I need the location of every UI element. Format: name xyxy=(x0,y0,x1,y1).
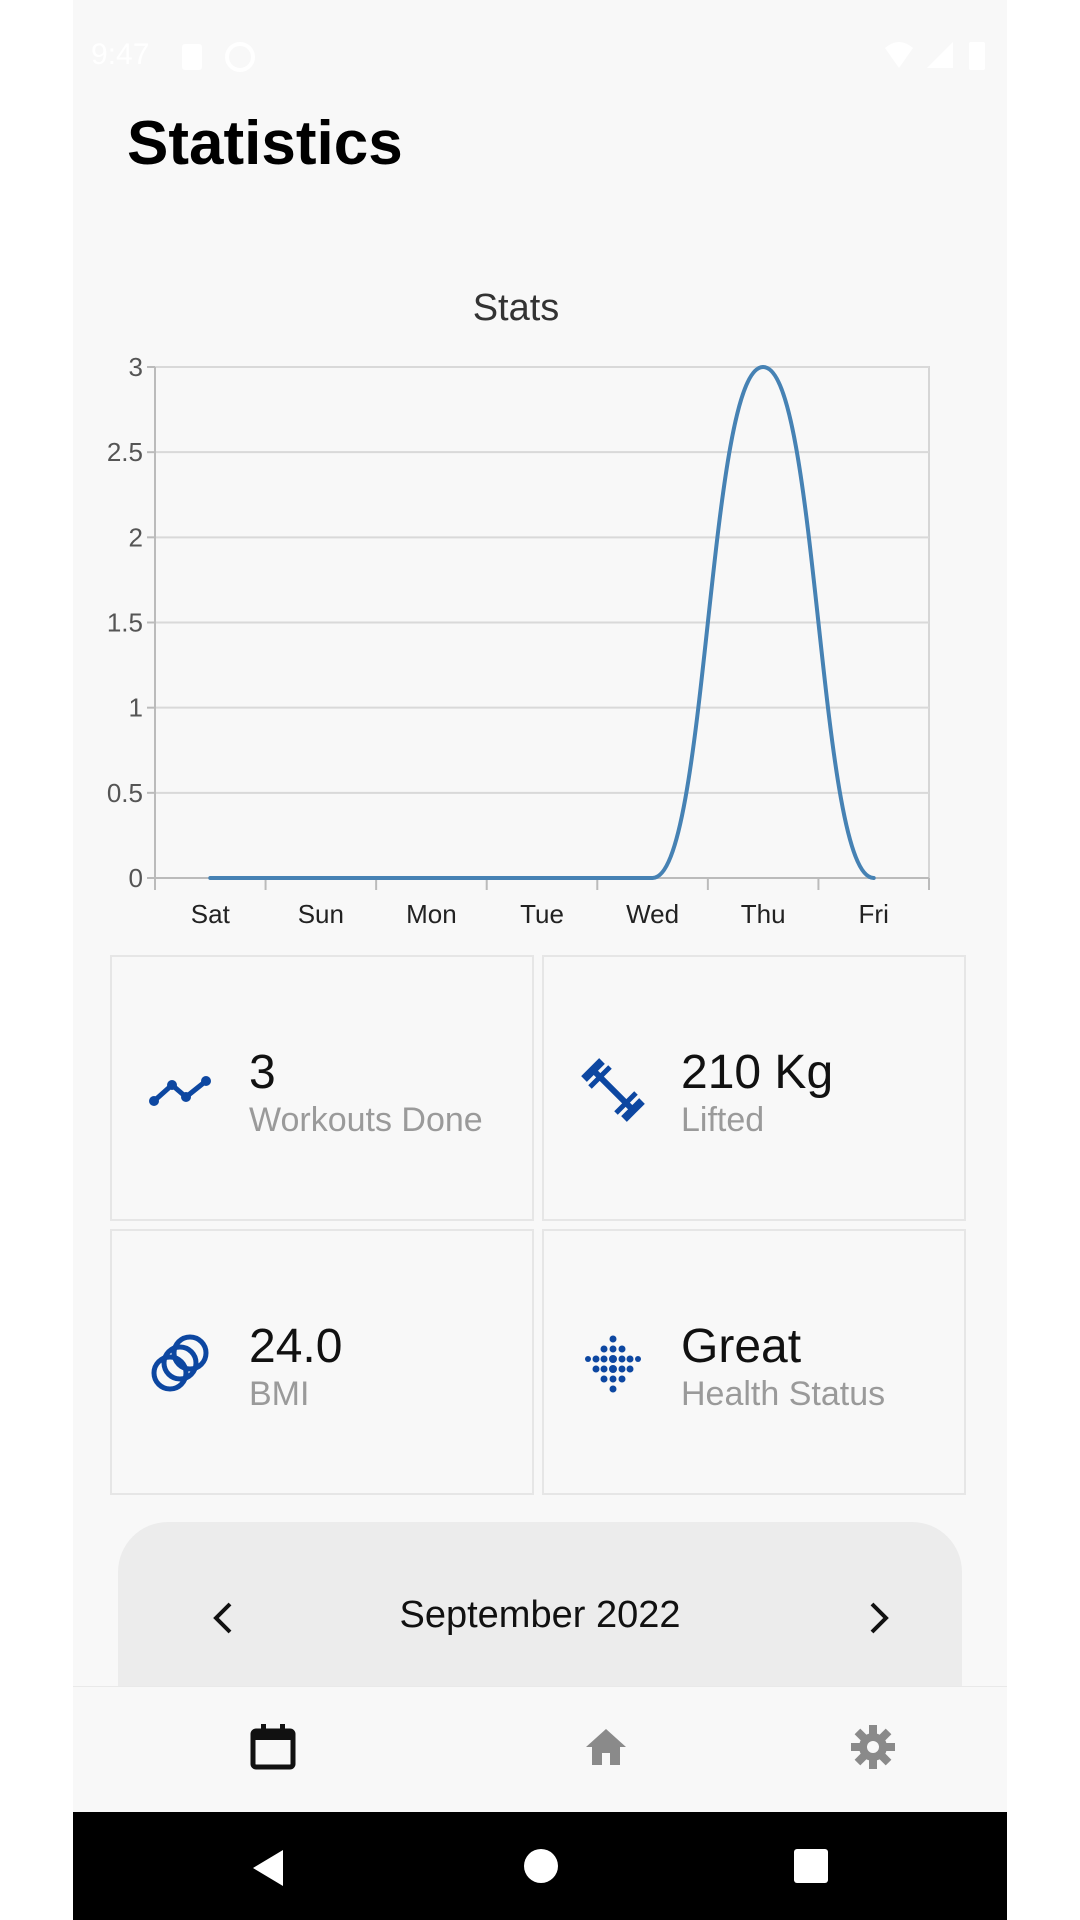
stats-grid: 3 Workouts Done 210 Kg Lifted 24.0 BMI xyxy=(110,955,970,1499)
stat-value: 24.0 xyxy=(249,1320,343,1373)
notification-icons xyxy=(182,42,255,72)
x-tick-label: Thu xyxy=(741,899,786,929)
dots-heart-icon xyxy=(585,1335,641,1393)
next-month-button[interactable] xyxy=(858,1598,898,1638)
stat-label: BMI xyxy=(249,1375,310,1413)
rings-icon xyxy=(151,1334,209,1392)
data-point xyxy=(872,876,876,880)
series-line xyxy=(208,364,876,881)
y-tick-label: 3 xyxy=(129,352,143,382)
stat-card-lifted[interactable]: 210 Kg Lifted xyxy=(542,955,966,1221)
x-tick-label: Fri xyxy=(859,899,889,929)
data-point xyxy=(319,876,323,880)
stat-value: 210 Kg xyxy=(681,1046,834,1099)
calendar-icon[interactable] xyxy=(247,1721,299,1773)
stat-card-health[interactable]: Great Health Status xyxy=(542,1229,966,1495)
trend-line-icon xyxy=(149,1076,211,1106)
stat-label: Lifted xyxy=(681,1101,765,1139)
gear-icon[interactable] xyxy=(847,1721,899,1773)
back-button[interactable] xyxy=(249,1848,289,1888)
stat-label: Workouts Done xyxy=(249,1101,483,1139)
data-point xyxy=(540,876,544,880)
prev-month-button[interactable] xyxy=(204,1598,244,1638)
system-navigation-bar xyxy=(73,1812,1007,1920)
y-tick-label: 0 xyxy=(129,863,143,893)
stat-label: Health Status xyxy=(681,1375,886,1413)
page-title: Statistics xyxy=(127,109,403,178)
stat-value: Great xyxy=(681,1320,802,1373)
data-point xyxy=(208,876,212,880)
dumbbell-icon xyxy=(581,1058,645,1122)
battery-icon xyxy=(969,42,985,70)
x-tick-label: Sun xyxy=(298,899,344,929)
y-tick-label: 0.5 xyxy=(107,778,143,808)
wifi-icon xyxy=(885,42,913,68)
x-tick-label: Wed xyxy=(626,899,679,929)
system-status-icons xyxy=(885,42,985,70)
x-tick-label: Tue xyxy=(520,899,564,929)
sd-card-icon xyxy=(182,44,202,70)
x-tick-label: Sat xyxy=(191,899,231,929)
chart-title: Stats xyxy=(473,290,560,329)
y-tick-label: 2.5 xyxy=(107,437,143,467)
month-label: September 2022 xyxy=(399,1594,681,1636)
bottom-navigation xyxy=(73,1686,1007,1813)
app-screen: 9:47 Statistics Stats 0 0.5 1 1.5 2 2.5 3 Sat Su… xyxy=(73,0,1007,1920)
y-tick-label: 1 xyxy=(129,693,143,723)
home-button[interactable] xyxy=(523,1848,559,1884)
data-point xyxy=(429,876,433,880)
status-time: 9:47 xyxy=(91,38,150,71)
data-point xyxy=(761,365,765,369)
stats-chart: Stats 0 0.5 1 1.5 2 2.5 3 Sat Sun Mon Tue Wed Thu Fri xyxy=(73,287,1007,940)
sync-icon xyxy=(225,42,255,72)
signal-icon xyxy=(927,42,953,68)
data-point xyxy=(651,876,655,880)
home-icon[interactable] xyxy=(580,1721,632,1773)
stat-card-workouts[interactable]: 3 Workouts Done xyxy=(110,955,534,1221)
chart-svg: Stats 0 0.5 1 1.5 2 2.5 3 Sat Sun Mon Tue Wed Thu Fri xyxy=(107,287,930,929)
stat-card-bmi[interactable]: 24.0 BMI xyxy=(110,1229,534,1495)
stat-value: 3 xyxy=(249,1046,276,1099)
status-bar: 9:47 xyxy=(73,0,1007,110)
y-tick-label: 2 xyxy=(129,522,143,552)
recents-button[interactable] xyxy=(793,1848,829,1884)
y-tick-label: 1.5 xyxy=(107,608,143,638)
x-tick-label: Mon xyxy=(406,899,457,929)
